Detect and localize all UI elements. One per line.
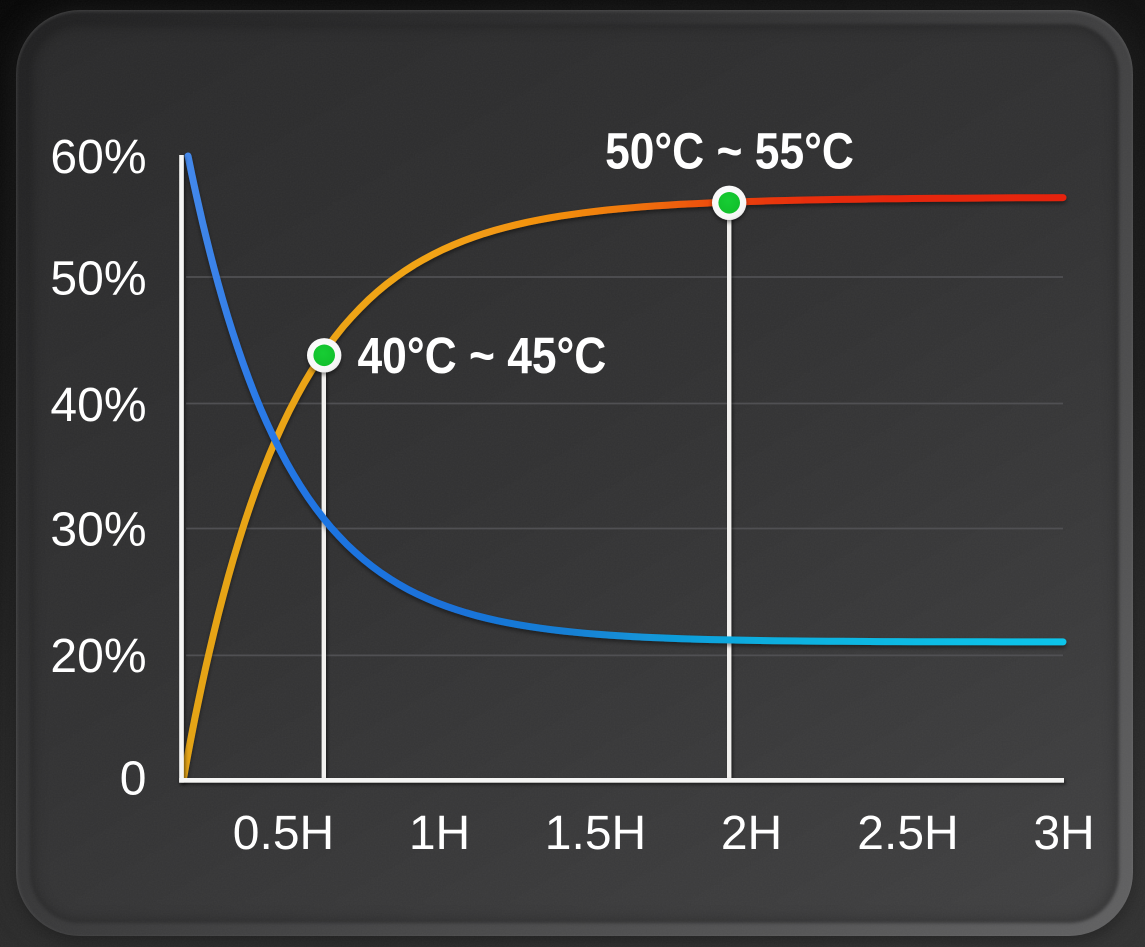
svg-text:50%: 50% <box>50 253 146 306</box>
svg-text:30%: 30% <box>50 504 146 557</box>
svg-text:0.5H: 0.5H <box>233 807 334 860</box>
svg-text:0: 0 <box>120 753 147 806</box>
svg-text:40°C ~ 45°C: 40°C ~ 45°C <box>358 328 607 385</box>
svg-text:2.5H: 2.5H <box>857 807 958 860</box>
svg-text:2H: 2H <box>721 807 782 860</box>
svg-text:60%: 60% <box>50 131 146 184</box>
svg-text:20%: 20% <box>50 630 146 683</box>
svg-text:40%: 40% <box>50 379 146 432</box>
svg-text:50°C ~ 55°C: 50°C ~ 55°C <box>605 123 854 180</box>
svg-text:1H: 1H <box>409 807 470 860</box>
svg-text:3H: 3H <box>1033 807 1094 860</box>
svg-text:1.5H: 1.5H <box>545 807 646 860</box>
